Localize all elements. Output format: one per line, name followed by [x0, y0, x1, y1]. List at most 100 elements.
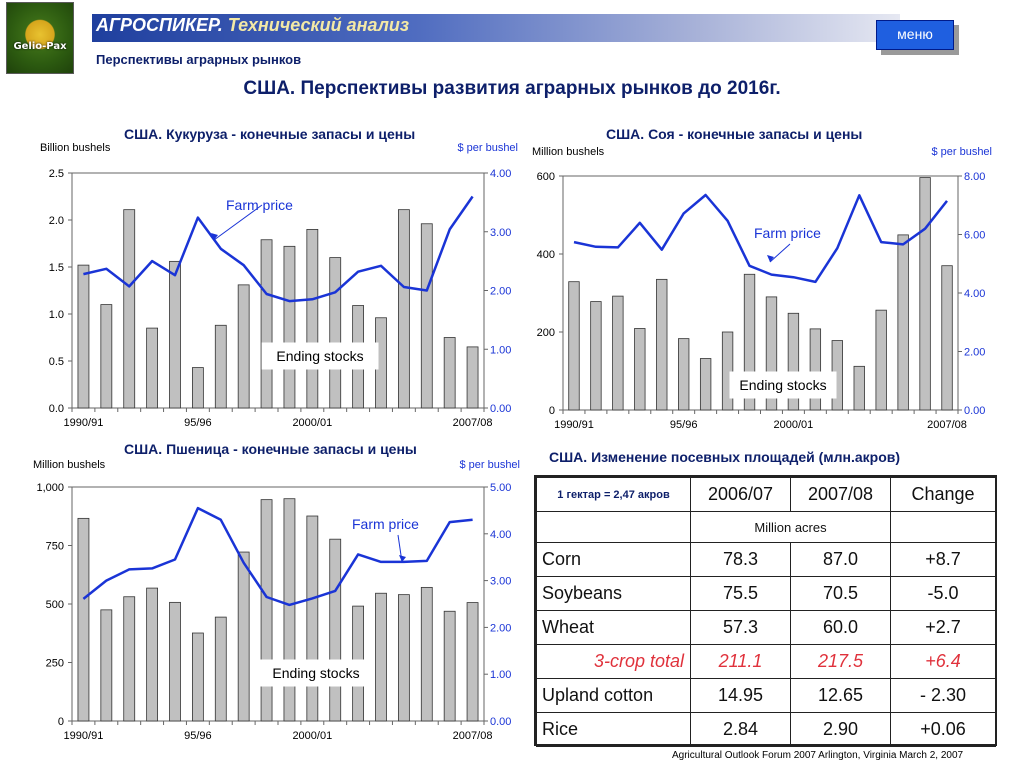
table-row-soybeans: Soybeans 75.5 70.5 -5.0 — [536, 576, 996, 611]
stock-bar — [329, 538, 342, 722]
stock-bar — [283, 245, 296, 409]
ending-stocks-label: Ending stocks — [276, 348, 363, 364]
value-2006: 14.95 — [690, 678, 791, 713]
left-tick-label: 250 — [46, 658, 64, 670]
page-title: США. Перспективы развития аграрных рынко… — [243, 78, 781, 99]
stock-bar — [260, 499, 273, 722]
title-banner — [92, 14, 900, 42]
stock-bar — [100, 304, 113, 409]
hectare-note: 1 гектар = 2,47 акров — [536, 477, 691, 512]
stock-bar — [568, 281, 580, 411]
farm-price-arrowhead — [767, 255, 774, 262]
header-2006-07: 2006/07 — [690, 477, 791, 512]
left-tick-label: 1.5 — [49, 262, 64, 274]
farm-price-arrowhead — [399, 555, 406, 562]
x-tick-label: 2000/01 — [774, 419, 814, 431]
farm-price-label: Farm price — [226, 197, 293, 213]
stock-bar — [100, 609, 113, 722]
stock-bar — [919, 177, 931, 411]
stock-bar — [721, 331, 734, 411]
stock-bar — [123, 596, 136, 722]
right-tick-label: 4.00 — [964, 288, 985, 300]
stock-bar — [169, 260, 181, 409]
page-subtitle: Перспективы аграрных рынков — [96, 52, 302, 67]
right-tick-label: 5.00 — [490, 482, 511, 494]
right-tick-label: 1.00 — [490, 344, 511, 356]
left-tick-label: 500 — [46, 599, 64, 611]
stock-bar — [77, 264, 90, 409]
left-tick-label: 1.0 — [49, 309, 64, 321]
stock-bar — [375, 592, 387, 722]
farm-price-line — [83, 195, 474, 303]
table-row-rice: Rice 2.84 2.90 +0.06 — [536, 712, 996, 747]
stock-bar — [678, 338, 690, 411]
left-axis-label: Billion bushels — [40, 142, 111, 154]
right-tick-label: 2.00 — [964, 347, 985, 359]
right-tick-label: 0.00 — [964, 405, 985, 417]
table-row-upland-cotton: Upland cotton 14.95 12.65 - 2.30 — [536, 678, 996, 713]
gelio-pax-logo: Gelio-Pax — [6, 2, 74, 74]
x-tick-label: 1990/91 — [64, 730, 104, 742]
ending-stocks-label: Ending stocks — [739, 377, 826, 393]
crop-name: Upland cotton — [536, 678, 691, 713]
stock-bar — [146, 587, 159, 722]
stock-bar — [260, 239, 273, 409]
menu-button[interactable]: меню — [876, 20, 954, 50]
stock-bar — [443, 337, 456, 409]
x-tick-label: 2000/01 — [292, 730, 332, 742]
stock-bar — [169, 601, 181, 722]
table-title: США. Изменение посевных площадей (млн.ак… — [549, 449, 901, 465]
crop-name: Soybeans — [536, 576, 691, 611]
stock-bar — [634, 328, 646, 411]
stock-bar — [306, 515, 319, 722]
value-2006: 75.5 — [690, 576, 791, 611]
ending-stocks-label-box — [729, 371, 837, 399]
right-axis-label: $ per bushel — [931, 146, 992, 158]
right-tick-label: 2.00 — [490, 286, 511, 298]
left-tick-label: 0 — [58, 716, 64, 728]
right-tick-label: 6.00 — [964, 230, 985, 242]
right-tick-label: 8.00 — [964, 171, 985, 183]
stock-bar — [897, 234, 909, 411]
table-row-3-crop-total: 3-crop total 211.1 217.5 +6.4 — [536, 644, 996, 679]
units-blank — [536, 511, 691, 543]
value-change: +2.7 — [890, 610, 996, 645]
left-axis-label: Million bushels — [33, 459, 106, 471]
x-tick-label: 1990/91 — [64, 417, 104, 429]
crop-name: Corn — [536, 542, 691, 577]
right-axis-label: $ per bushel — [457, 142, 518, 154]
crop-name: Wheat — [536, 610, 691, 645]
x-tick-label: 95/96 — [184, 730, 212, 742]
stock-bar — [420, 586, 433, 722]
stock-bar — [612, 295, 624, 411]
farm-price-pointer — [213, 204, 263, 241]
farm-price-pointer — [769, 243, 791, 263]
stock-bar — [191, 632, 204, 722]
stock-bar — [941, 265, 953, 411]
logo-text: Gelio-Pax — [13, 41, 67, 52]
value-2007: 87.0 — [790, 542, 891, 577]
left-tick-label: 200 — [537, 327, 555, 339]
stock-bar — [466, 602, 479, 722]
stock-bar — [77, 517, 90, 722]
value-2007: 2.90 — [790, 712, 891, 747]
stock-bar — [656, 278, 668, 411]
value-2006: 57.3 — [690, 610, 791, 645]
corn-chart-title: США. Кукуруза - конечные запасы и цены — [124, 126, 416, 142]
crop-name: 3-crop total — [536, 644, 691, 679]
header-2007-08: 2007/08 — [790, 477, 891, 512]
farm-price-label: Farm price — [352, 516, 419, 532]
x-tick-label: 2007/08 — [453, 730, 493, 742]
x-tick-label: 2007/08 — [453, 417, 493, 429]
left-tick-label: 750 — [46, 541, 64, 553]
x-tick-label: 95/96 — [184, 417, 212, 429]
right-tick-label: 0.00 — [490, 716, 511, 728]
stock-bar — [214, 324, 227, 409]
value-change: - 2.30 — [890, 678, 996, 713]
units-blank-right — [890, 511, 996, 543]
stock-bar — [123, 209, 136, 409]
banner-title: АГРОСПИКЕР. Технический анализ — [96, 15, 409, 36]
ending-stocks-label: Ending stocks — [272, 665, 359, 681]
right-tick-label: 1.00 — [490, 669, 511, 681]
value-change: -5.0 — [890, 576, 996, 611]
